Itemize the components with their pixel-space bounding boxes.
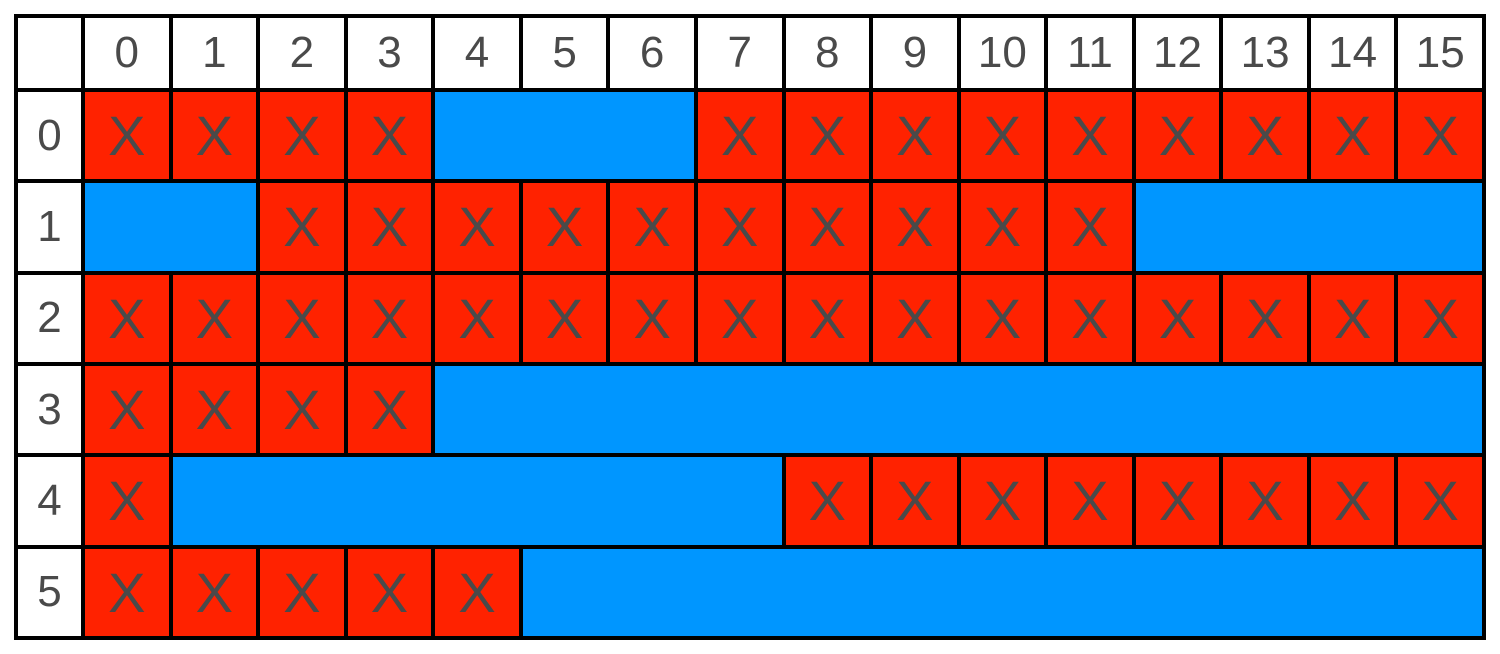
used-cell: X: [347, 92, 432, 180]
row-header: 4: [18, 457, 81, 545]
used-cell: X: [1398, 457, 1482, 545]
used-cell: X: [610, 183, 694, 271]
used-cell: X: [85, 548, 169, 636]
used-cell: X: [172, 92, 257, 180]
column-header: 12: [1135, 18, 1220, 88]
used-cell: X: [960, 92, 1045, 180]
column-header: 14: [1310, 18, 1395, 88]
used-cell: X: [260, 548, 344, 636]
used-cell: X: [347, 366, 432, 454]
used-cell: X: [960, 183, 1045, 271]
used-cell: X: [1310, 92, 1395, 180]
used-cell: X: [85, 274, 169, 362]
used-cell: X: [172, 548, 257, 636]
used-cell: X: [1398, 274, 1482, 362]
column-header: 1: [172, 18, 257, 88]
row-header: 1: [18, 183, 81, 271]
used-cell: X: [260, 92, 344, 180]
used-cell: X: [1048, 274, 1132, 362]
column-header: 11: [1048, 18, 1132, 88]
used-cell: X: [85, 92, 169, 180]
used-cell: X: [785, 274, 870, 362]
used-cell: X: [522, 183, 607, 271]
used-cell: X: [1310, 457, 1395, 545]
used-cell: X: [785, 457, 870, 545]
used-cell: X: [172, 366, 257, 454]
used-cell: X: [785, 183, 870, 271]
used-cell: X: [260, 274, 344, 362]
used-cell: X: [1135, 274, 1220, 362]
used-cell: X: [172, 274, 257, 362]
column-header: 9: [873, 18, 957, 88]
column-header: 6: [610, 18, 694, 88]
free-block: [435, 366, 1482, 454]
column-header: 5: [522, 18, 607, 88]
used-cell: X: [1048, 183, 1132, 271]
used-cell: X: [347, 548, 432, 636]
used-cell: X: [1398, 92, 1482, 180]
used-cell: X: [697, 183, 782, 271]
column-header: 10: [960, 18, 1045, 88]
corner-cell: [18, 18, 81, 88]
used-cell: X: [1310, 274, 1395, 362]
used-cell: X: [260, 183, 344, 271]
row-header: 3: [18, 366, 81, 454]
used-cell: X: [1135, 92, 1220, 180]
column-header: 3: [347, 18, 432, 88]
free-block: [522, 548, 1482, 636]
used-cell: X: [260, 366, 344, 454]
used-cell: X: [1223, 457, 1307, 545]
used-cell: X: [1223, 92, 1307, 180]
free-block: [172, 457, 782, 545]
column-header: 15: [1398, 18, 1482, 88]
free-block: [1135, 183, 1482, 271]
used-cell: X: [347, 274, 432, 362]
column-header: 0: [85, 18, 169, 88]
used-cell: X: [522, 274, 607, 362]
used-cell: X: [785, 92, 870, 180]
free-block: [435, 92, 694, 180]
allocation-grid: 0 1 2 3 4 5 6 7 8 9 10 11 12 13 14 15 0 X X X X X X X X X X X X X 1 X X X…: [14, 14, 1486, 640]
column-header: 7: [697, 18, 782, 88]
used-cell: X: [85, 366, 169, 454]
used-cell: X: [85, 457, 169, 545]
used-cell: X: [697, 92, 782, 180]
column-header: 2: [260, 18, 344, 88]
used-cell: X: [1048, 457, 1132, 545]
used-cell: X: [435, 183, 519, 271]
column-header: 13: [1223, 18, 1307, 88]
used-cell: X: [960, 274, 1045, 362]
used-cell: X: [610, 274, 694, 362]
used-cell: X: [1048, 92, 1132, 180]
column-header: 8: [785, 18, 870, 88]
free-block: [85, 183, 257, 271]
used-cell: X: [1223, 274, 1307, 362]
used-cell: X: [435, 548, 519, 636]
used-cell: X: [873, 92, 957, 180]
used-cell: X: [960, 457, 1045, 545]
used-cell: X: [873, 183, 957, 271]
used-cell: X: [873, 274, 957, 362]
used-cell: X: [697, 274, 782, 362]
used-cell: X: [347, 183, 432, 271]
used-cell: X: [1135, 457, 1220, 545]
row-header: 2: [18, 274, 81, 362]
row-header: 5: [18, 548, 81, 636]
row-header: 0: [18, 92, 81, 180]
column-header: 4: [435, 18, 519, 88]
used-cell: X: [435, 274, 519, 362]
used-cell: X: [873, 457, 957, 545]
